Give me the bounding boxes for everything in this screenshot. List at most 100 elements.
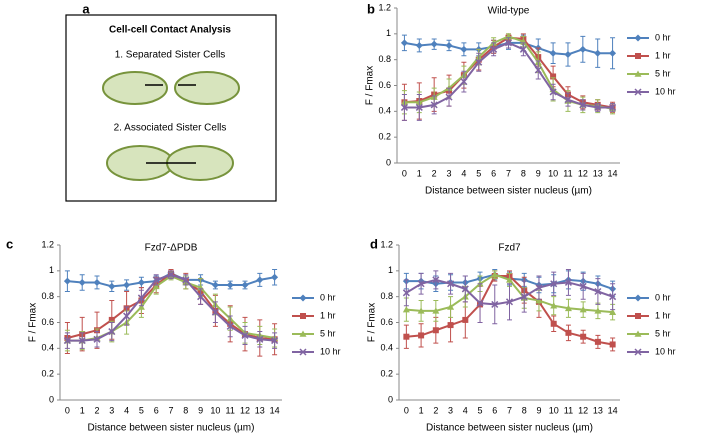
x-axis-label: Distance between sister nucleus (µm) <box>88 423 255 434</box>
x-tick-label: 11 <box>564 405 573 415</box>
chart-title: Wild-type <box>488 6 530 17</box>
x-tick-label: 9 <box>536 168 541 178</box>
legend-marker <box>634 34 642 42</box>
marker <box>535 284 543 292</box>
x-tick-label: 8 <box>521 168 526 178</box>
legend-marker <box>634 294 642 302</box>
marker <box>415 41 423 49</box>
marker <box>535 297 543 304</box>
x-tick-label: 0 <box>65 405 70 415</box>
x-tick-label: 2 <box>432 168 437 178</box>
y-axis-label: F / Fmax <box>365 66 376 105</box>
y-tick-label: 0.4 <box>380 343 393 353</box>
x-tick-label: 14 <box>608 405 618 415</box>
marker <box>609 293 617 301</box>
x-tick-label: 4 <box>124 405 129 415</box>
marker <box>447 280 455 288</box>
marker <box>445 41 453 49</box>
marker <box>241 331 249 339</box>
x-tick-label: 9 <box>198 405 203 415</box>
chart-title: Fzd7 <box>498 243 521 254</box>
marker <box>418 332 425 339</box>
marker <box>271 273 279 281</box>
y-tick-label: 0.2 <box>380 369 393 379</box>
x-tick-label: 14 <box>608 168 618 178</box>
marker <box>594 103 602 111</box>
legend-marker <box>634 330 642 337</box>
marker <box>403 333 410 340</box>
x-tick-label: 1 <box>417 168 422 178</box>
marker <box>564 96 572 104</box>
x-tick-label: 13 <box>593 168 603 178</box>
marker <box>550 280 558 288</box>
marker <box>550 302 558 309</box>
legend-marker <box>299 330 307 337</box>
marker <box>579 306 587 313</box>
marker <box>519 45 527 53</box>
marker <box>226 281 234 289</box>
x-tick-label: 5 <box>476 168 481 178</box>
marker <box>63 277 71 285</box>
marker <box>609 308 617 315</box>
x-tick-label: 13 <box>593 405 603 415</box>
marker <box>78 337 86 345</box>
marker <box>580 333 587 340</box>
marker <box>63 337 71 345</box>
marker <box>226 322 234 330</box>
x-tick-label: 3 <box>447 168 452 178</box>
marker <box>167 271 175 279</box>
y-axis-label: F / Fmax <box>28 303 39 342</box>
marker <box>609 49 617 57</box>
x-tick-label: 2 <box>94 405 99 415</box>
y-tick-label: 0.6 <box>378 80 391 90</box>
x-tick-label: 14 <box>270 405 280 415</box>
x-tick-label: 10 <box>548 168 558 178</box>
y-tick-label: 0.4 <box>378 106 391 116</box>
marker <box>447 303 455 310</box>
x-tick-label: 13 <box>255 405 265 415</box>
marker <box>430 40 438 48</box>
x-tick-label: 12 <box>578 168 588 178</box>
marker <box>402 289 410 297</box>
marker <box>564 278 572 286</box>
x-tick-label: 0 <box>404 405 409 415</box>
diagram-item: 2. Associated Sister Cells <box>114 123 227 134</box>
marker <box>93 335 101 343</box>
marker <box>594 338 601 345</box>
cell <box>102 71 168 105</box>
y-tick-label: 0.8 <box>378 54 391 64</box>
marker <box>256 276 264 284</box>
x-tick-label: 7 <box>507 405 512 415</box>
legend-marker <box>634 348 642 356</box>
x-tick-label: 7 <box>168 405 173 415</box>
marker <box>564 304 572 312</box>
x-tick-label: 4 <box>461 168 466 178</box>
y-tick-label: 1 <box>386 28 391 38</box>
y-tick-label: 1 <box>388 265 393 275</box>
marker <box>447 322 454 329</box>
legend-label: 1 hr <box>655 310 671 320</box>
legend-label: 10 hr <box>320 346 341 356</box>
marker <box>491 300 499 308</box>
marker <box>400 39 408 47</box>
marker <box>565 329 572 336</box>
marker <box>417 280 425 288</box>
legend-marker <box>299 294 307 302</box>
marker <box>402 306 410 313</box>
marker <box>475 58 483 66</box>
y-tick-label: 0 <box>386 157 391 167</box>
marker <box>550 320 557 327</box>
marker <box>594 49 602 57</box>
legend-marker <box>300 313 306 319</box>
x-tick-label: 3 <box>448 405 453 415</box>
marker <box>152 276 160 284</box>
marker <box>137 278 145 286</box>
marker <box>520 293 528 301</box>
marker <box>505 298 514 306</box>
marker <box>182 276 190 284</box>
legend-label: 0 hr <box>655 32 671 42</box>
marker <box>415 103 423 111</box>
x-tick-label: 8 <box>183 405 188 415</box>
legend-marker <box>634 70 642 77</box>
marker <box>137 294 145 302</box>
